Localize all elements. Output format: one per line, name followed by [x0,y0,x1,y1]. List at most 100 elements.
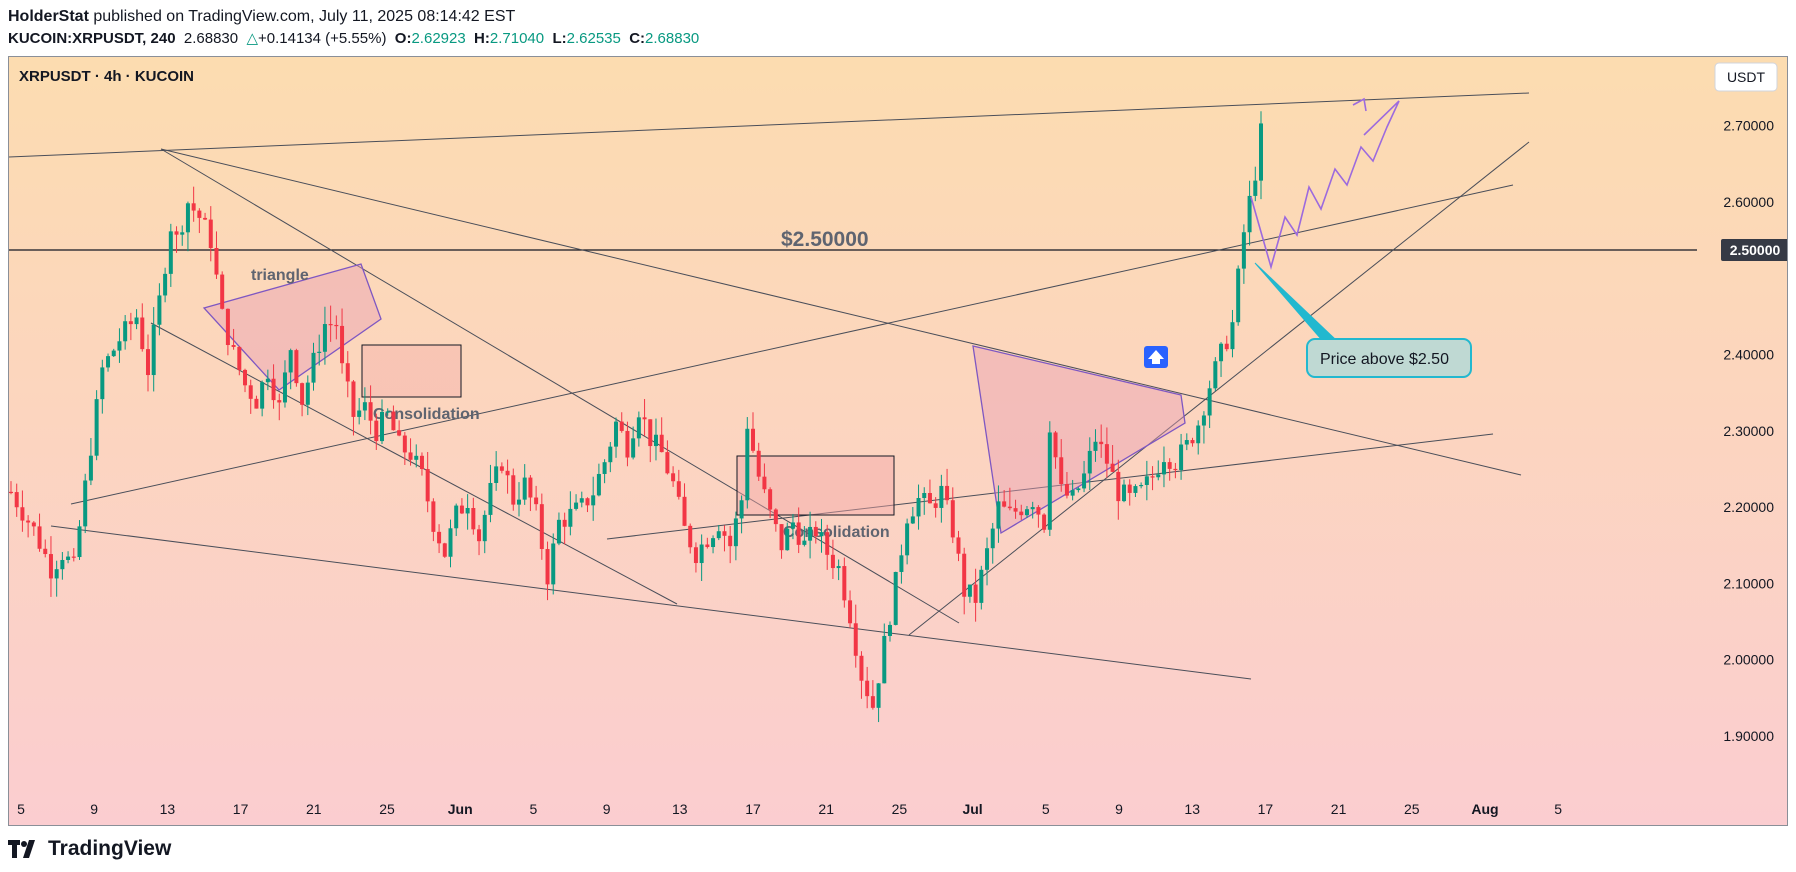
candle-body[interactable] [625,430,630,458]
candle-body[interactable] [106,356,111,368]
candle-body[interactable] [813,526,818,537]
candle-body[interactable] [933,503,938,508]
candle-body[interactable] [334,324,339,327]
candle-body[interactable] [9,491,13,494]
candle-body[interactable] [197,210,202,218]
candle-body[interactable] [1064,484,1069,496]
candle-body[interactable] [1196,425,1201,444]
candle-body[interactable] [733,518,738,547]
candle-body[interactable] [865,680,870,697]
candle-body[interactable] [1150,476,1155,478]
trend-line-up-2[interactable] [908,141,1530,636]
candle-body[interactable] [465,508,470,514]
candle-body[interactable] [785,528,790,551]
candle-body[interactable] [254,398,259,409]
candle-body[interactable] [260,382,265,409]
candle-body[interactable] [688,525,693,548]
candle-body[interactable] [151,324,156,376]
candle-body[interactable] [528,477,533,498]
candle-body[interactable] [1007,506,1012,509]
candle-body[interactable] [905,523,910,556]
candle-body[interactable] [1207,388,1212,416]
candle-body[interactable] [830,554,835,569]
candle-body[interactable] [437,531,442,544]
candle-body[interactable] [1224,343,1229,350]
consolidation-box-1[interactable] [361,344,462,398]
candle-body[interactable] [20,507,25,521]
candle-body[interactable] [385,411,390,413]
triangle-pattern-1[interactable] [202,263,382,391]
candle-body[interactable] [973,584,978,603]
callout-box[interactable] [1306,338,1472,378]
candle-body[interactable] [659,434,664,453]
candle-body[interactable] [1201,415,1206,426]
candle-body[interactable] [488,482,493,515]
candle-body[interactable] [545,549,550,585]
up-arrow-icon[interactable] [1144,346,1168,368]
candle-body[interactable] [922,493,927,499]
candle-body[interactable] [1116,471,1121,502]
candle-body[interactable] [117,341,122,351]
candle-body[interactable] [494,466,499,483]
candle-body[interactable] [1104,444,1109,464]
candle-body[interactable] [825,532,830,555]
candle-body[interactable] [414,455,419,460]
candle-body[interactable] [454,505,459,529]
candle-body[interactable] [482,514,487,542]
candle-body[interactable] [887,624,892,636]
candle-body[interactable] [848,600,853,624]
candle-body[interactable] [305,382,310,405]
candle-body[interactable] [939,485,944,508]
candle-body[interactable] [248,385,253,399]
candle-body[interactable] [1099,441,1104,445]
tradingview-logo[interactable]: TradingView [8,836,171,862]
candle-body[interactable] [751,428,756,451]
candle-body[interactable] [374,420,379,442]
candle-body[interactable] [317,351,322,353]
trend-line-up-1[interactable] [70,184,1514,505]
candle-body[interactable] [756,450,761,477]
candle-body[interactable] [591,495,596,506]
candle-body[interactable] [14,492,19,508]
candle-body[interactable] [716,531,721,539]
candle-body[interactable] [220,274,225,309]
candle-body[interactable] [1059,457,1064,485]
candle-body[interactable] [602,462,607,474]
candle-body[interactable] [134,317,139,325]
candle-body[interactable] [842,566,847,601]
candle-body[interactable] [1087,450,1092,474]
candle-body[interactable] [1190,440,1195,444]
candle-body[interactable] [962,553,967,597]
candle-body[interactable] [499,466,504,471]
candle-body[interactable] [899,555,904,572]
candle-body[interactable] [225,308,230,346]
candle-body[interactable] [516,499,521,505]
candle-body[interactable] [1019,511,1024,516]
candle-body[interactable] [345,363,350,382]
candle-body[interactable] [1184,440,1189,445]
candle-body[interactable] [300,383,305,405]
author-name[interactable]: HolderStat [8,8,89,25]
candle-body[interactable] [145,349,150,376]
candle-body[interactable] [471,508,476,530]
candle-body[interactable] [368,402,373,421]
candle-body[interactable] [574,502,579,509]
candle-body[interactable] [619,421,624,431]
candle-body[interactable] [534,497,539,505]
candle-body[interactable] [1247,195,1252,233]
candle-body[interactable] [505,470,510,476]
candle-body[interactable] [31,522,36,527]
candle-body[interactable] [402,435,407,453]
candle-body[interactable] [157,295,162,325]
candle-body[interactable] [876,683,881,708]
candle-body[interactable] [1024,509,1029,516]
candle-body[interactable] [1030,507,1035,510]
candle-body[interactable] [1076,488,1081,491]
candle-body[interactable] [1139,484,1144,487]
candle-body[interactable] [37,526,42,549]
candle-body[interactable] [551,543,556,585]
candle-body[interactable] [665,452,670,474]
projection-path[interactable] [1250,100,1400,270]
candle-body[interactable] [123,321,128,342]
triangle-pattern-2[interactable] [972,345,1186,535]
